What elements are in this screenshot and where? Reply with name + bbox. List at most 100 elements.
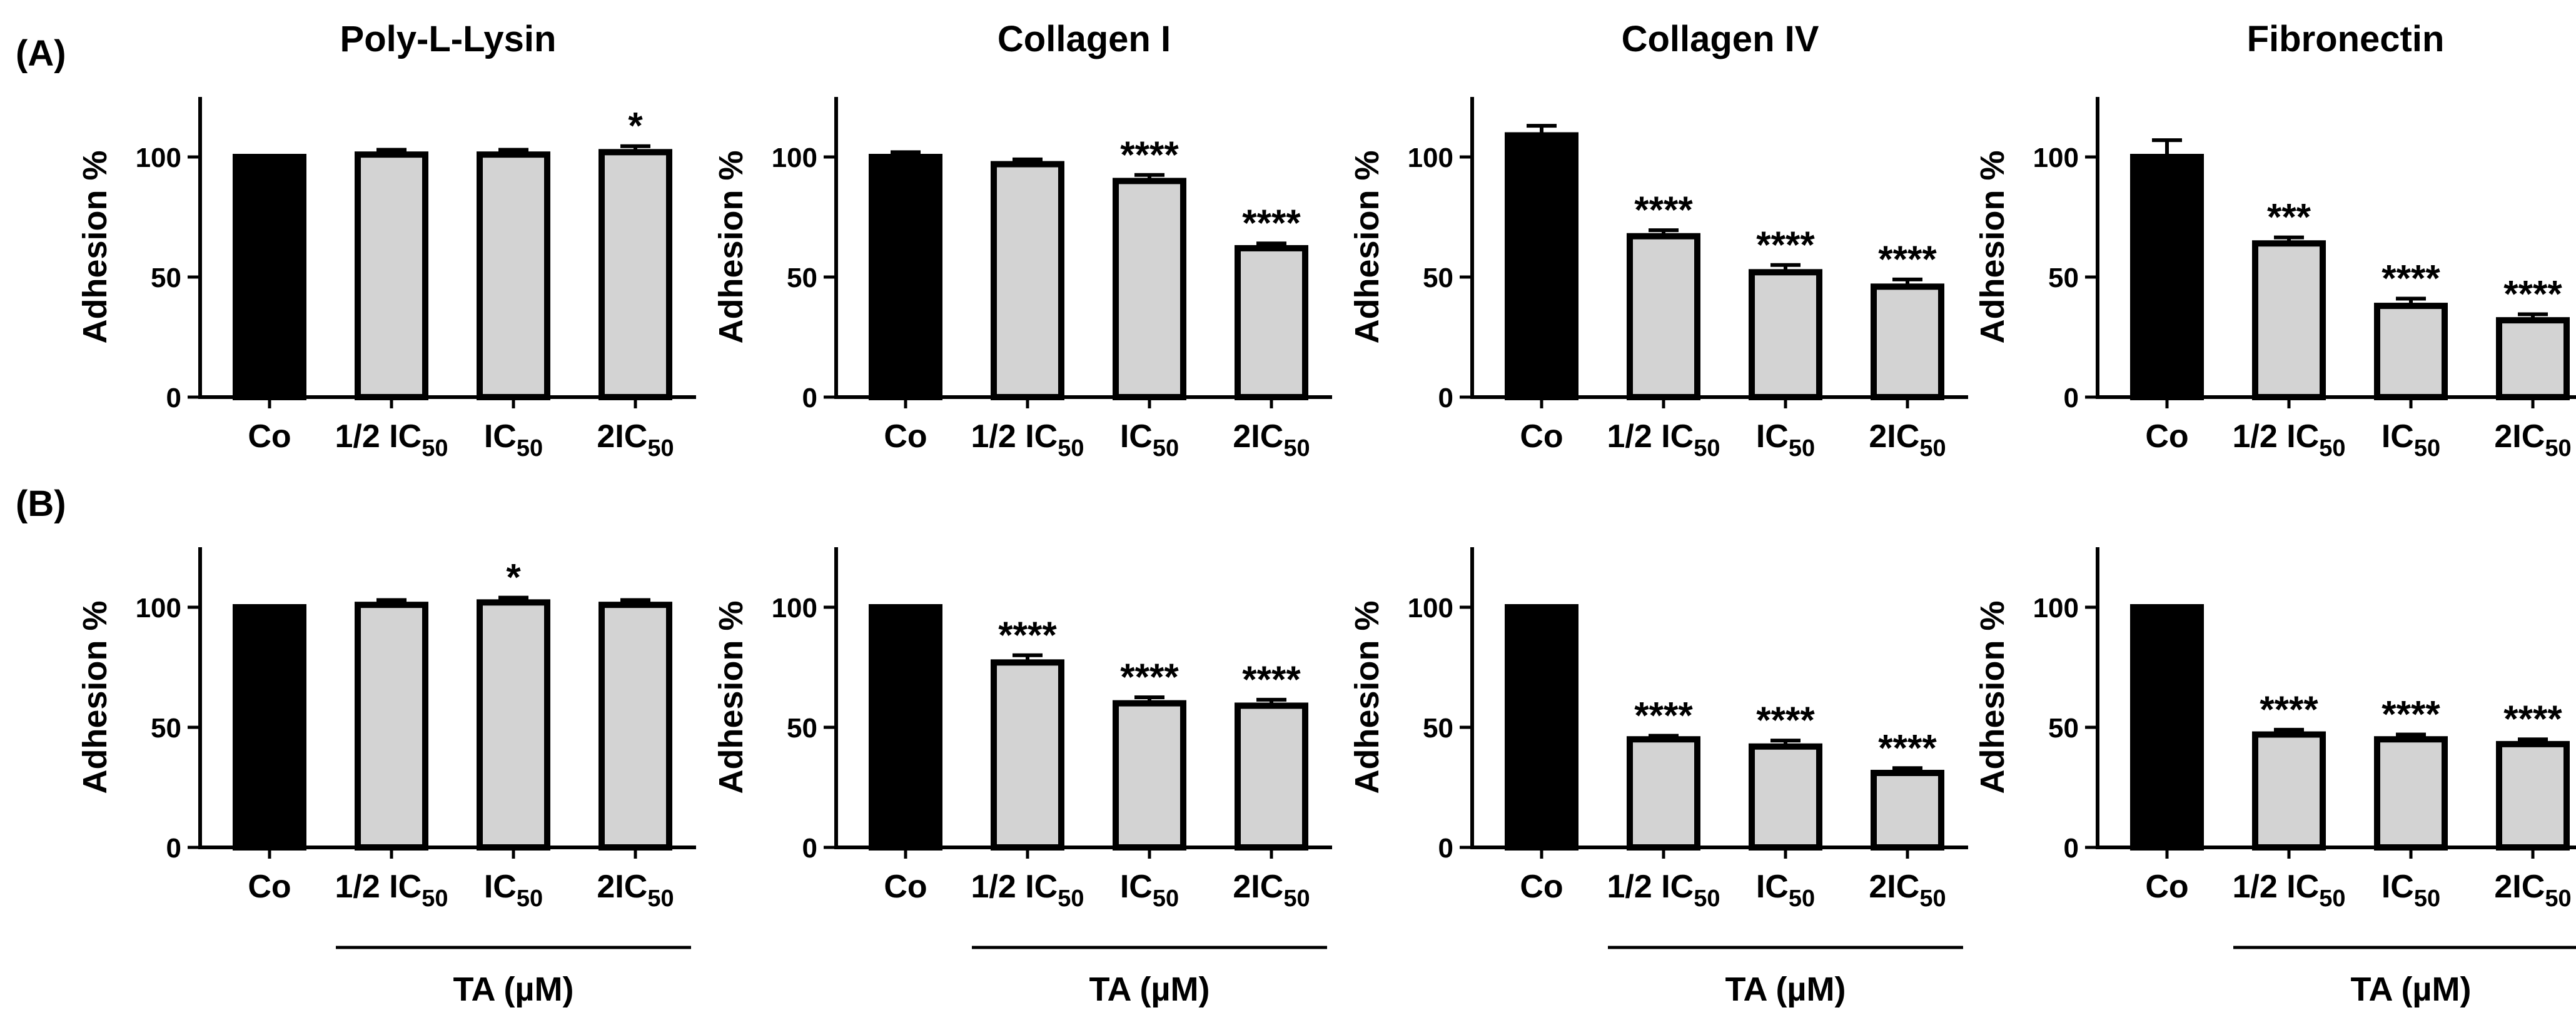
category-label: 2IC50 bbox=[1869, 418, 1946, 462]
significance-label: * bbox=[628, 105, 643, 147]
bar bbox=[599, 602, 672, 851]
chart-panel: Adhesion % 0 50 100 Co **** 1/2 IC50 **** IC50 **… bbox=[1348, 547, 1968, 1008]
bar bbox=[1505, 132, 1578, 400]
significance-label: *** bbox=[2267, 196, 2311, 238]
bar bbox=[477, 151, 550, 400]
bar bbox=[2130, 604, 2204, 851]
category-label: 1/2 IC50 bbox=[971, 418, 1084, 462]
bar bbox=[1627, 233, 1700, 400]
category-label: IC50 bbox=[2382, 418, 2440, 462]
y-tick-label: 50 bbox=[2048, 713, 2079, 744]
chart-panel: Adhesion % 0 50 100 Co **** 1/2 IC50 **** IC50 **… bbox=[712, 547, 1332, 1008]
significance-label: **** bbox=[1242, 202, 1301, 244]
row-label-a: (A) bbox=[16, 33, 66, 74]
category-label: Co bbox=[2145, 418, 2188, 455]
category-label: Co bbox=[1520, 418, 1563, 455]
significance-label: **** bbox=[1242, 659, 1301, 700]
bar bbox=[1113, 178, 1186, 400]
y-tick-label: 0 bbox=[802, 383, 817, 413]
category-label: Co bbox=[248, 418, 291, 455]
significance-label: **** bbox=[1756, 224, 1815, 266]
y-axis-label: Adhesion % bbox=[1348, 150, 1386, 343]
y-tick-label: 50 bbox=[1423, 713, 1453, 744]
significance-label: **** bbox=[2382, 694, 2440, 735]
bar bbox=[991, 659, 1064, 851]
chart-title: Poly-L-Lysin bbox=[340, 19, 557, 59]
significance-label: **** bbox=[1120, 134, 1179, 176]
category-label: 1/2 IC50 bbox=[335, 869, 448, 912]
bar bbox=[1749, 269, 1822, 400]
significance-label: **** bbox=[1878, 238, 1937, 280]
bar bbox=[1505, 604, 1578, 851]
category-label: Co bbox=[2145, 869, 2188, 905]
y-axis-label: Adhesion % bbox=[712, 150, 750, 343]
category-label: Co bbox=[1520, 869, 1563, 905]
bar bbox=[1235, 702, 1308, 851]
category-label: 1/2 IC50 bbox=[1607, 869, 1720, 912]
category-label: 2IC50 bbox=[597, 418, 674, 462]
category-label: 1/2 IC50 bbox=[971, 869, 1084, 912]
y-tick-label: 50 bbox=[787, 263, 817, 293]
bar bbox=[869, 154, 942, 400]
chart-panel: Collagen IV Adhesion % 0 50 100 Co **** 1/2 IC5… bbox=[1348, 19, 1968, 462]
chart-title: Fibronectin bbox=[2247, 19, 2445, 59]
significance-label: **** bbox=[1634, 694, 1693, 736]
y-tick-label: 50 bbox=[787, 713, 817, 744]
y-tick-label: 100 bbox=[772, 593, 817, 624]
group-label: TA (µM) bbox=[1089, 971, 1210, 1008]
significance-label: **** bbox=[1878, 727, 1937, 769]
bar bbox=[599, 149, 672, 400]
row-label-b: (B) bbox=[16, 483, 66, 524]
y-tick-label: 100 bbox=[136, 143, 181, 173]
significance-label: **** bbox=[1756, 699, 1815, 741]
y-tick-label: 50 bbox=[1423, 263, 1453, 293]
category-label: IC50 bbox=[484, 869, 543, 912]
y-tick-label: 100 bbox=[2033, 143, 2079, 173]
category-label: IC50 bbox=[1756, 869, 1815, 912]
category-label: 2IC50 bbox=[2494, 869, 2571, 912]
y-axis-label: Adhesion % bbox=[1974, 150, 2011, 343]
bar bbox=[1871, 283, 1944, 400]
y-tick-label: 0 bbox=[166, 833, 181, 864]
bar bbox=[1113, 700, 1186, 851]
category-label: IC50 bbox=[1120, 418, 1179, 462]
bar bbox=[355, 151, 428, 400]
significance-label: * bbox=[506, 557, 521, 598]
group-label: TA (µM) bbox=[453, 971, 573, 1008]
y-tick-label: 0 bbox=[1438, 833, 1453, 864]
bar bbox=[2252, 731, 2326, 851]
category-label: 2IC50 bbox=[597, 869, 674, 912]
y-axis-label: Adhesion % bbox=[712, 600, 750, 794]
y-tick-label: 50 bbox=[151, 263, 181, 293]
bar bbox=[1235, 245, 1308, 401]
category-label: 1/2 IC50 bbox=[335, 418, 448, 462]
significance-label: **** bbox=[2382, 258, 2440, 300]
y-axis-label: Adhesion % bbox=[1974, 600, 2011, 794]
bar bbox=[233, 604, 306, 851]
y-axis-label: Adhesion % bbox=[76, 600, 114, 794]
bar bbox=[2130, 154, 2204, 400]
chart-panel: Adhesion % 0 50 100 Co 1/2 IC50 * IC50 2IC50 TA (… bbox=[76, 547, 696, 1008]
bar bbox=[2252, 240, 2326, 400]
significance-label: **** bbox=[2260, 689, 2318, 730]
chart-panel: Collagen I Adhesion % 0 50 100 Co 1/2 IC50 ****… bbox=[712, 19, 1332, 462]
y-axis-label: Adhesion % bbox=[76, 150, 114, 343]
category-label: Co bbox=[884, 418, 927, 455]
category-label: 1/2 IC50 bbox=[1607, 418, 1720, 462]
y-tick-label: 50 bbox=[2048, 263, 2079, 293]
significance-label: **** bbox=[998, 614, 1057, 656]
y-tick-label: 0 bbox=[2064, 833, 2079, 864]
y-tick-label: 100 bbox=[1408, 143, 1453, 173]
y-tick-label: 100 bbox=[2033, 593, 2079, 624]
y-tick-label: 50 bbox=[151, 713, 181, 744]
chart-panel: Adhesion % 0 50 100 Co **** 1/2 IC50 **** IC50 **… bbox=[1974, 547, 2576, 1008]
category-label: 2IC50 bbox=[1233, 418, 1310, 462]
group-label: TA (µM) bbox=[1725, 971, 1846, 1008]
bar bbox=[233, 154, 306, 400]
chart-panel: Poly-L-Lysin Adhesion % 0 50 100 Co 1/2 IC50 IC… bbox=[76, 19, 696, 462]
y-tick-label: 0 bbox=[1438, 383, 1453, 413]
category-label: 1/2 IC50 bbox=[2232, 418, 2345, 462]
y-tick-label: 0 bbox=[802, 833, 817, 864]
y-tick-label: 0 bbox=[2064, 383, 2079, 413]
